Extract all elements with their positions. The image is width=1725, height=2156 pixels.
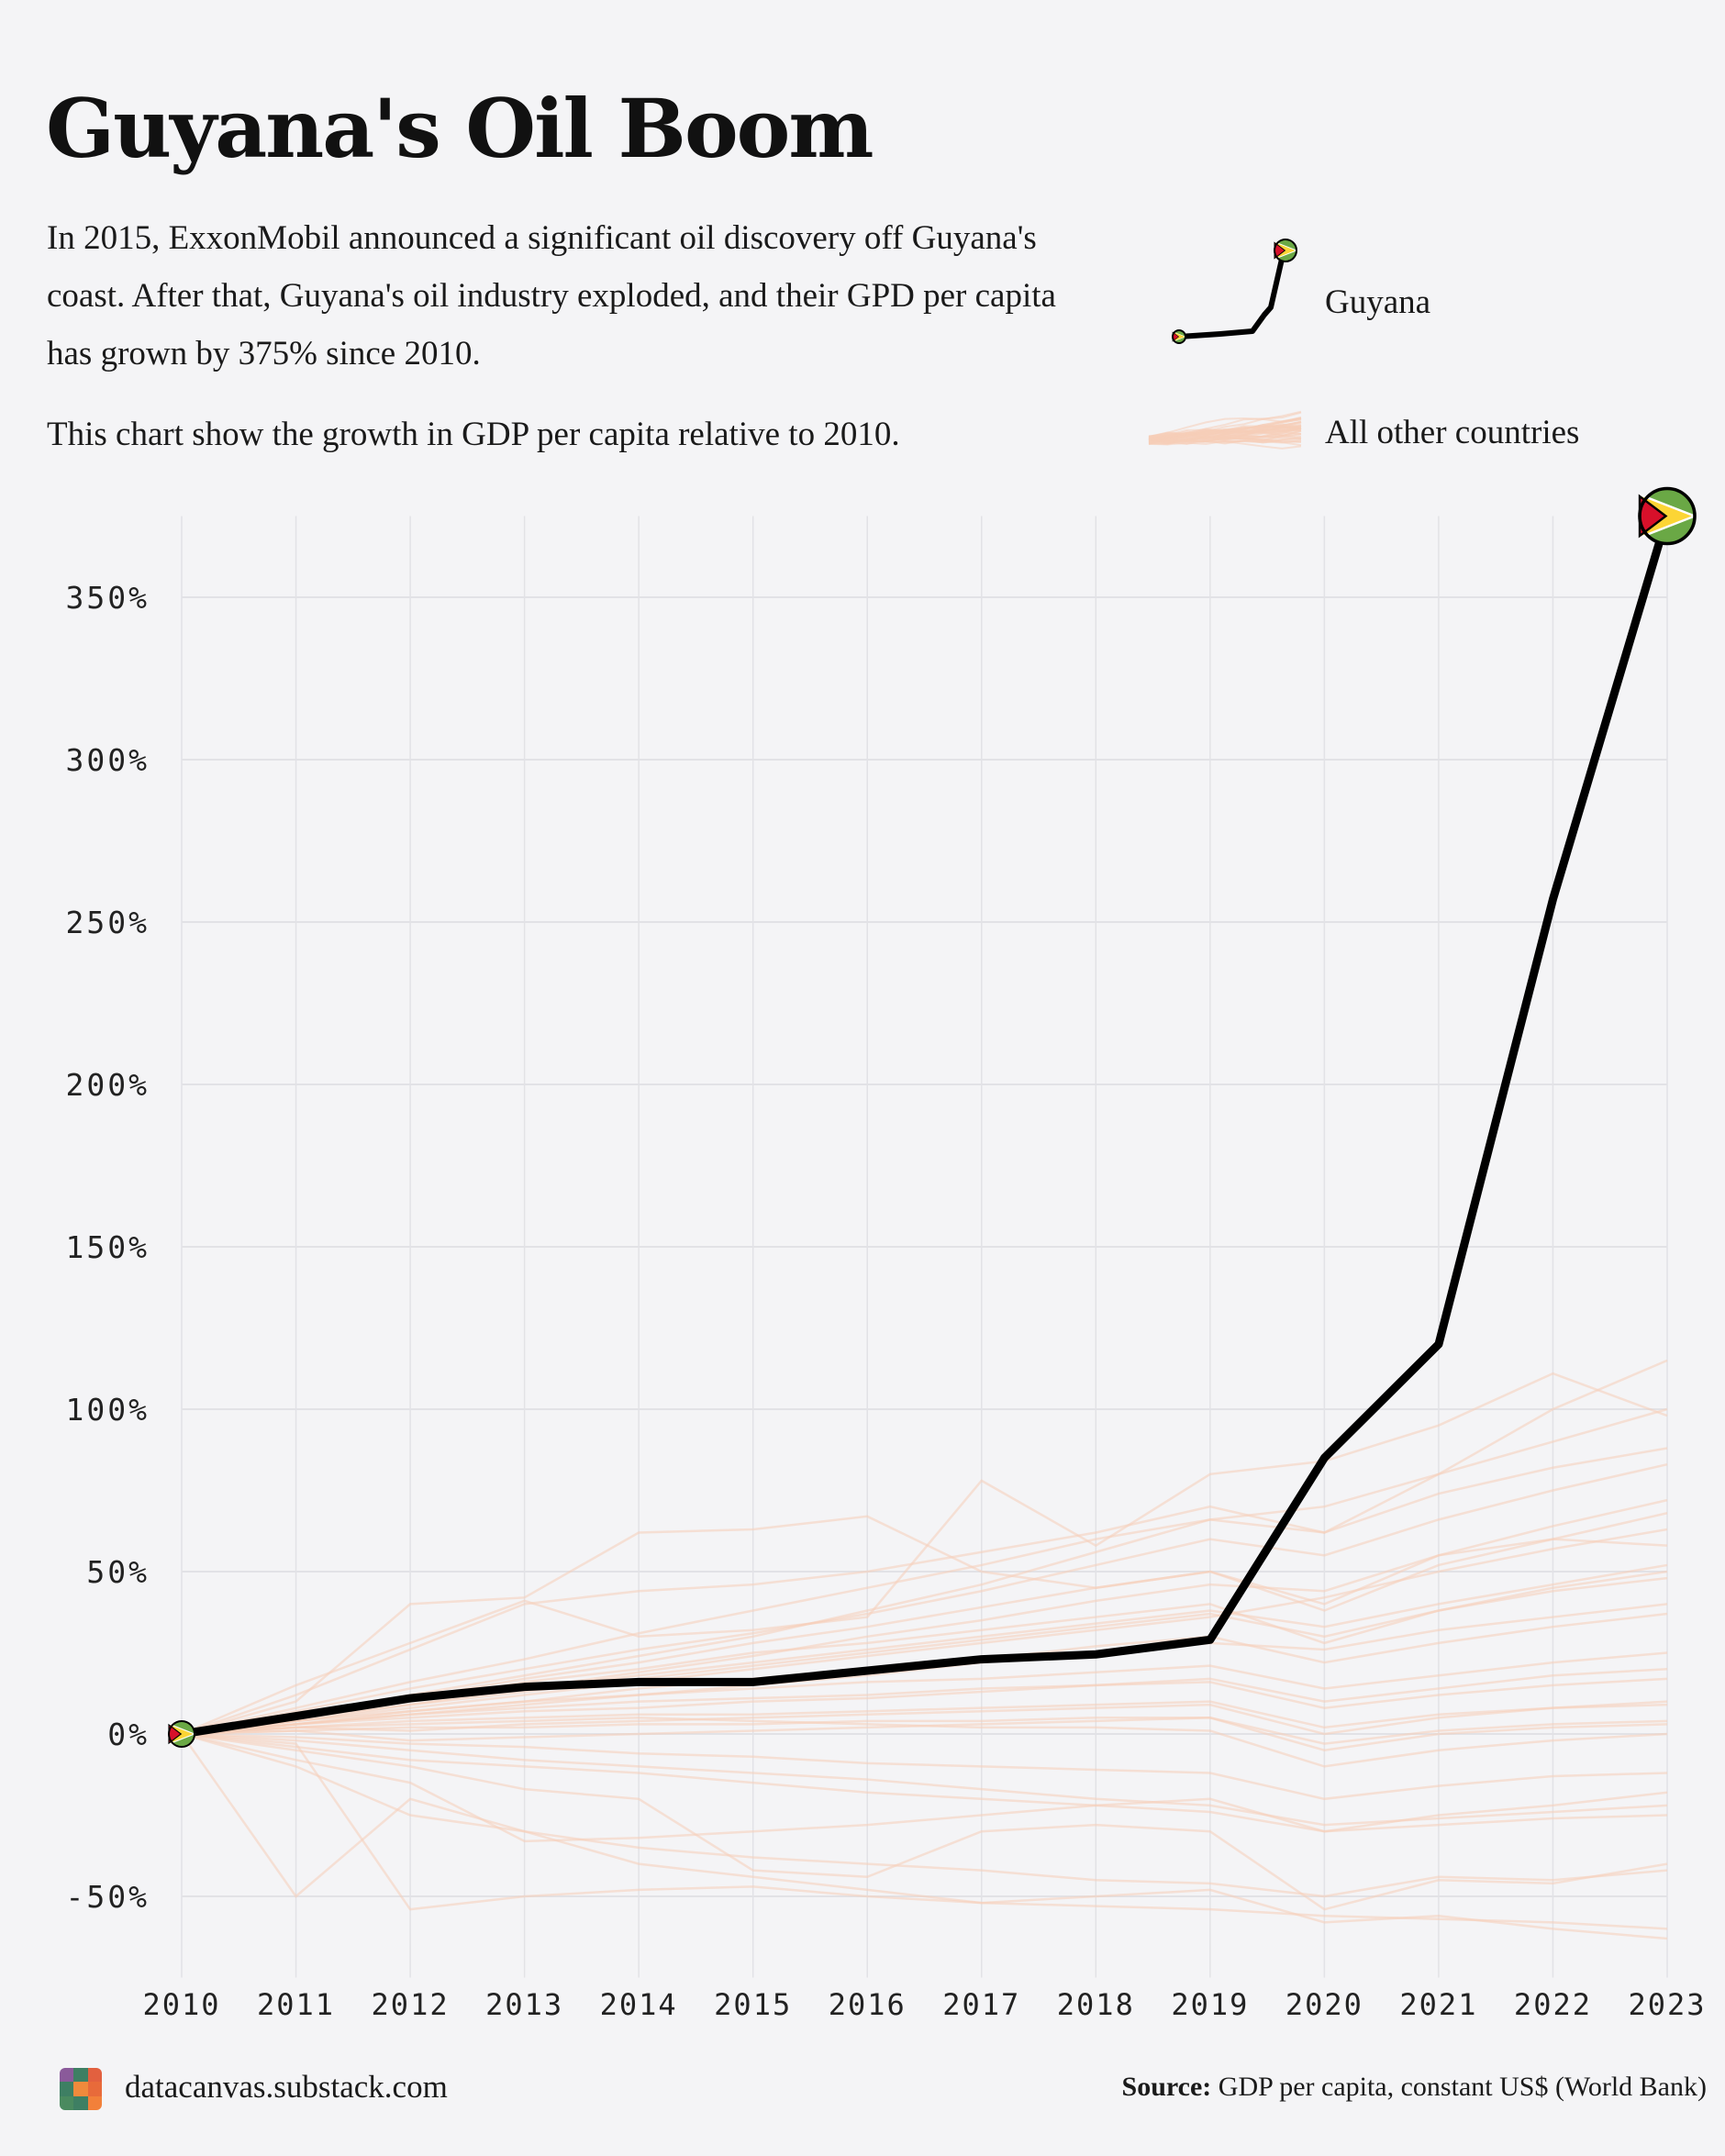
legend-flag-start-icon [1172, 329, 1186, 344]
flag-border [1172, 329, 1186, 344]
legend-flag-end-icon [1274, 239, 1298, 262]
x-axis: 2010 2011 2012 2013 2014 2015 2016 2017 2018 2019… [142, 1987, 1706, 2022]
logo-tile [60, 2068, 74, 2083]
logo-tile [73, 2082, 88, 2096]
flag-border [1638, 486, 1697, 546]
guyana-flag-start-marker [168, 1720, 196, 1748]
x-tick-label: 2023 [1628, 1987, 1706, 2022]
source-label: Source: [1121, 2072, 1212, 2102]
logo-tile [87, 2068, 102, 2083]
guyana-line [181, 515, 1672, 1739]
y-tick-label: 50% [86, 1554, 150, 1590]
other-country-line [181, 1732, 1668, 1843]
logo-tile [87, 2082, 102, 2096]
footer-site-link[interactable]: datacanvas.substack.com [125, 2069, 448, 2105]
y-tick-label: 150% [66, 1229, 150, 1265]
guyana-flag-end-marker [1638, 486, 1698, 546]
x-tick-label: 2022 [1514, 1987, 1592, 2022]
y-tick-label: 100% [66, 1392, 150, 1428]
other-countries-lines [180, 1359, 1668, 1940]
y-tick-label: 200% [66, 1067, 150, 1103]
other-country-line [181, 1732, 1668, 1801]
other-country-line [181, 1717, 1668, 1745]
guyana-series [168, 486, 1698, 1748]
x-tick-label: 2019 [1171, 1987, 1249, 2022]
logo-tile [73, 2068, 88, 2083]
other-country-line [181, 1717, 1668, 1768]
logo-tile [60, 2082, 74, 2096]
x-tick-label: 2020 [1285, 1987, 1363, 2022]
other-country-line [181, 1462, 1668, 1736]
other-country-line [180, 1733, 1668, 1898]
y-axis: -50% 0% 50% 100% 150% 200% 250% 300% 350% [66, 580, 150, 1915]
legend-others-line [1148, 423, 1302, 438]
legend-guyana-line [1178, 254, 1285, 339]
other-country-line [181, 1732, 1668, 1940]
other-country-line [181, 1732, 1668, 1827]
legend-guyana-label: Guyana [1325, 283, 1431, 321]
legend-others-line [1148, 417, 1302, 441]
x-tick-label: 2017 [942, 1987, 1020, 2022]
y-tick-label: 250% [66, 905, 150, 940]
other-country-line [181, 1732, 1668, 1833]
x-tick-label: 2012 [372, 1987, 450, 2022]
datacanvas-logo [60, 2068, 102, 2110]
other-country-line [181, 1515, 1668, 1736]
other-country-line [181, 1372, 1668, 1736]
flag-border [1274, 239, 1297, 262]
x-tick-label: 2018 [1057, 1987, 1135, 2022]
other-country-line [181, 1407, 1668, 1736]
other-country-line [181, 1651, 1668, 1736]
x-tick-label: 2016 [829, 1987, 907, 2022]
footer-source: Source: GDP per capita, constant US$ (Wo… [1122, 2072, 1707, 2103]
other-country-line [181, 1700, 1668, 1736]
chart-title: Guyana's Oil Boom [46, 81, 874, 176]
y-tick-label: 0% [107, 1717, 150, 1752]
x-tick-label: 2011 [257, 1987, 335, 2022]
legend-marks [1148, 239, 1302, 450]
description-paragraph: In 2015, ExxonMobil announced a signific… [47, 219, 1056, 372]
other-country-line [181, 1528, 1668, 1736]
source-text: GDP per capita, constant US$ (World Bank… [1218, 2072, 1707, 2102]
x-tick-label: 2021 [1399, 1987, 1477, 2022]
other-country-line [181, 1498, 1668, 1736]
description-note: This chart show the growth in GDP per ca… [47, 416, 900, 453]
y-tick-label: 300% [66, 742, 150, 778]
other-country-line [181, 1667, 1668, 1736]
x-tick-label: 2015 [714, 1987, 792, 2022]
x-tick-label: 2013 [485, 1987, 563, 2022]
other-country-line [181, 1359, 1668, 1736]
other-country-line [181, 1447, 1668, 1736]
y-tick-label: 350% [66, 580, 150, 616]
logo-tile [60, 2095, 74, 2110]
legend-others-line [1148, 439, 1302, 450]
other-country-line [181, 1732, 1668, 1930]
x-tick-label: 2010 [142, 1987, 220, 2022]
flag-border [168, 1720, 195, 1748]
x-tick-label: 2014 [600, 1987, 678, 2022]
logo-tile [73, 2095, 88, 2110]
logo-tile [87, 2095, 102, 2110]
other-country-line [181, 1700, 1668, 1736]
other-country-line [181, 1732, 1668, 1911]
y-tick-label: -50% [66, 1879, 150, 1915]
legend-others-label: All other countries [1325, 414, 1580, 451]
